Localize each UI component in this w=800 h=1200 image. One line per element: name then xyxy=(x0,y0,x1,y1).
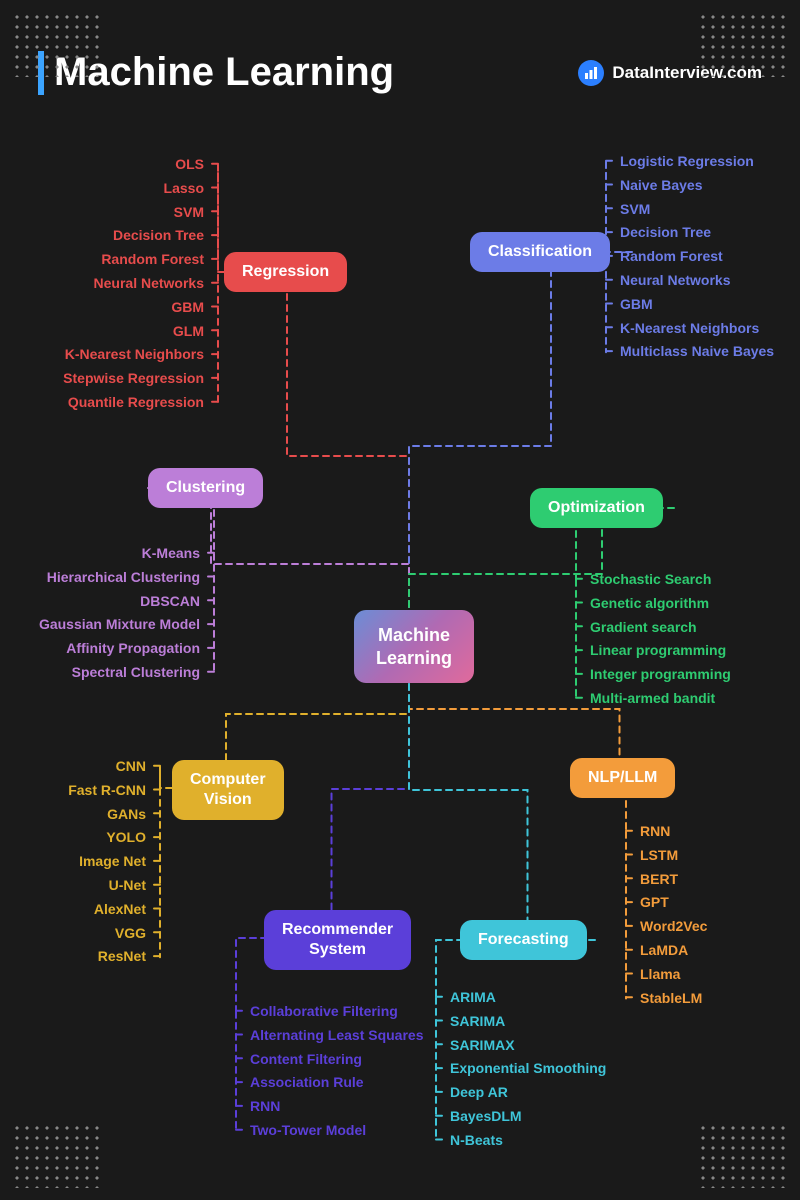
branch-items-regression: OLSLassoSVMDecision TreeRandom ForestNeu… xyxy=(63,153,204,415)
item-optimization-5: Multi-armed bandit xyxy=(590,687,731,711)
item-classification-6: GBM xyxy=(620,293,774,317)
branch-node-regression: Regression xyxy=(224,252,347,292)
item-optimization-0: Stochastic Search xyxy=(590,568,731,592)
item-forecasting-3: Exponential Smoothing xyxy=(450,1057,606,1081)
item-computer-vision-8: ResNet xyxy=(68,945,146,969)
item-nlp-llm-1: LSTM xyxy=(640,844,707,868)
item-optimization-2: Gradient search xyxy=(590,616,731,640)
item-nlp-llm-6: Llama xyxy=(640,963,707,987)
item-classification-7: K-Nearest Neighbors xyxy=(620,317,774,341)
item-regression-7: GLM xyxy=(63,320,204,344)
item-forecasting-0: ARIMA xyxy=(450,986,606,1010)
item-clustering-2: DBSCAN xyxy=(39,590,200,614)
item-forecasting-2: SARIMAX xyxy=(450,1034,606,1058)
item-recommender-0: Collaborative Filtering xyxy=(250,1000,424,1024)
item-computer-vision-7: VGG xyxy=(68,922,146,946)
item-regression-6: GBM xyxy=(63,296,204,320)
item-forecasting-6: N-Beats xyxy=(450,1129,606,1153)
center-node: MachineLearning xyxy=(354,610,474,683)
item-computer-vision-3: YOLO xyxy=(68,826,146,850)
item-nlp-llm-0: RNN xyxy=(640,820,707,844)
item-nlp-llm-2: BERT xyxy=(640,868,707,892)
item-computer-vision-4: Image Net xyxy=(68,850,146,874)
item-classification-4: Random Forest xyxy=(620,245,774,269)
item-recommender-5: Two-Tower Model xyxy=(250,1119,424,1143)
item-classification-5: Neural Networks xyxy=(620,269,774,293)
item-recommender-3: Association Rule xyxy=(250,1071,424,1095)
item-nlp-llm-7: StableLM xyxy=(640,987,707,1011)
item-regression-10: Quantile Regression xyxy=(63,391,204,415)
item-optimization-3: Linear programming xyxy=(590,639,731,663)
branch-node-clustering: Clustering xyxy=(148,468,263,508)
branch-node-optimization: Optimization xyxy=(530,488,663,528)
item-regression-1: Lasso xyxy=(63,177,204,201)
item-classification-0: Logistic Regression xyxy=(620,150,774,174)
item-computer-vision-5: U-Net xyxy=(68,874,146,898)
item-regression-4: Random Forest xyxy=(63,248,204,272)
item-optimization-4: Integer programming xyxy=(590,663,731,687)
item-regression-8: K-Nearest Neighbors xyxy=(63,343,204,367)
item-forecasting-4: Deep AR xyxy=(450,1081,606,1105)
item-regression-3: Decision Tree xyxy=(63,224,204,248)
branch-node-forecasting: Forecasting xyxy=(460,920,587,960)
item-clustering-5: Spectral Clustering xyxy=(39,661,200,685)
item-regression-0: OLS xyxy=(63,153,204,177)
item-clustering-3: Gaussian Mixture Model xyxy=(39,613,200,637)
item-computer-vision-2: GANs xyxy=(68,803,146,827)
item-recommender-1: Alternating Least Squares xyxy=(250,1024,424,1048)
bar-chart-icon xyxy=(578,60,604,86)
branch-node-computer-vision: ComputerVision xyxy=(172,760,284,820)
item-nlp-llm-3: GPT xyxy=(640,891,707,915)
branch-items-forecasting: ARIMASARIMASARIMAXExponential SmoothingD… xyxy=(450,986,606,1153)
item-classification-2: SVM xyxy=(620,198,774,222)
dot-pattern-top-left xyxy=(12,12,102,77)
item-computer-vision-6: AlexNet xyxy=(68,898,146,922)
page-title: Machine Learning xyxy=(54,50,394,95)
item-recommender-4: RNN xyxy=(250,1095,424,1119)
item-nlp-llm-4: Word2Vec xyxy=(640,915,707,939)
item-classification-8: Multiclass Naive Bayes xyxy=(620,340,774,364)
branch-node-classification: Classification xyxy=(470,232,610,272)
item-optimization-1: Genetic algorithm xyxy=(590,592,731,616)
branch-items-classification: Logistic RegressionNaive BayesSVMDecisio… xyxy=(620,150,774,364)
branch-items-nlp-llm: RNNLSTMBERTGPTWord2VecLaMDALlamaStableLM xyxy=(640,820,707,1010)
branch-items-computer-vision: CNNFast R-CNNGANsYOLOImage NetU-NetAlexN… xyxy=(68,755,146,969)
item-recommender-2: Content Filtering xyxy=(250,1048,424,1072)
header: Machine Learning DataInterview.com xyxy=(0,0,800,120)
dot-pattern-bottom-left xyxy=(12,1123,102,1188)
item-classification-3: Decision Tree xyxy=(620,221,774,245)
item-regression-2: SVM xyxy=(63,201,204,225)
branch-node-recommender: RecommenderSystem xyxy=(264,910,411,970)
item-computer-vision-1: Fast R-CNN xyxy=(68,779,146,803)
branch-items-clustering: K-MeansHierarchical ClusteringDBSCANGaus… xyxy=(39,542,200,685)
item-computer-vision-0: CNN xyxy=(68,755,146,779)
item-classification-1: Naive Bayes xyxy=(620,174,774,198)
item-clustering-4: Affinity Propagation xyxy=(39,637,200,661)
item-forecasting-5: BayesDLM xyxy=(450,1105,606,1129)
branch-items-recommender: Collaborative FilteringAlternating Least… xyxy=(250,1000,424,1143)
branch-node-nlp-llm: NLP/LLM xyxy=(570,758,675,798)
item-clustering-0: K-Means xyxy=(39,542,200,566)
item-clustering-1: Hierarchical Clustering xyxy=(39,566,200,590)
item-regression-9: Stepwise Regression xyxy=(63,367,204,391)
item-regression-5: Neural Networks xyxy=(63,272,204,296)
dot-pattern-top-right xyxy=(698,12,788,77)
item-forecasting-1: SARIMA xyxy=(450,1010,606,1034)
branch-items-optimization: Stochastic SearchGenetic algorithmGradie… xyxy=(590,568,731,711)
dot-pattern-bottom-right xyxy=(698,1123,788,1188)
item-nlp-llm-5: LaMDA xyxy=(640,939,707,963)
